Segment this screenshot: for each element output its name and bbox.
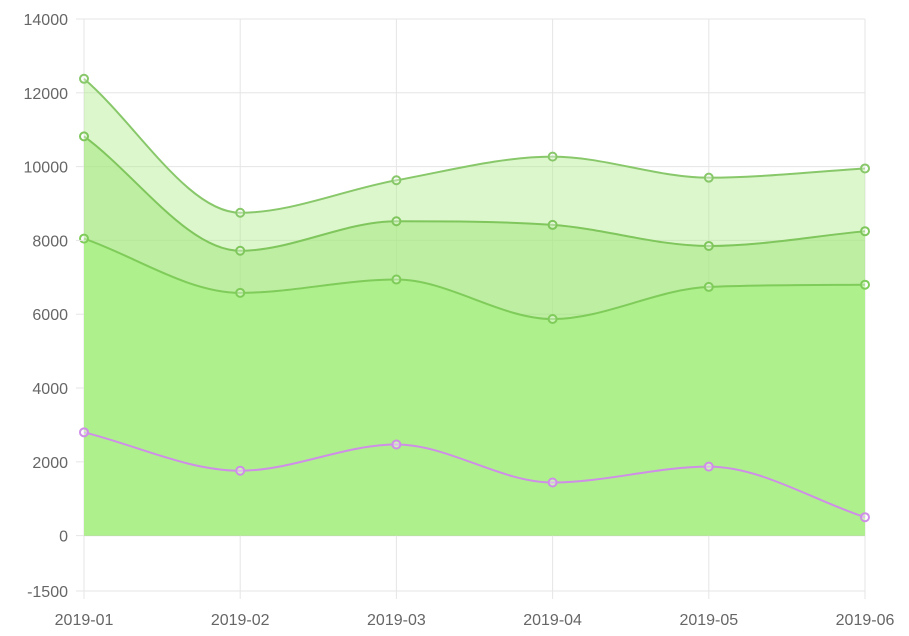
series-line-3	[83, 237, 866, 321]
x-tick-label: 2019-04	[523, 612, 582, 629]
y-tick-label: 14000	[24, 12, 69, 29]
y-tick-label: 2000	[32, 455, 68, 472]
data-point[interactable]	[860, 512, 870, 523]
data-point[interactable]	[391, 175, 402, 186]
data-point[interactable]	[235, 287, 246, 298]
x-tick-label: 2019-06	[836, 612, 895, 629]
data-point[interactable]	[547, 477, 558, 488]
data-point[interactable]	[860, 226, 870, 237]
data-point[interactable]	[547, 151, 558, 162]
data-point[interactable]	[547, 314, 558, 325]
x-tick-label: 2019-03	[367, 612, 426, 629]
y-tick-label: 0	[59, 529, 68, 546]
x-tick-label: 2019-05	[679, 612, 738, 629]
data-point[interactable]	[79, 131, 89, 142]
x-tick-label: 2019-02	[211, 612, 270, 629]
data-point[interactable]	[235, 207, 246, 218]
y-axis: -1500 0 2000 4000 6000 8000 10000 12000 14000	[24, 12, 84, 601]
data-point[interactable]	[391, 274, 402, 285]
data-point[interactable]	[860, 279, 870, 290]
data-point[interactable]	[79, 427, 89, 438]
data-point[interactable]	[79, 233, 89, 244]
data-point[interactable]	[79, 73, 89, 84]
y-tick-label: 10000	[24, 160, 69, 177]
data-point[interactable]	[235, 245, 246, 256]
data-point[interactable]	[235, 465, 246, 476]
data-point[interactable]	[703, 281, 714, 292]
y-tick-label: -1500	[27, 584, 68, 601]
x-tick-label: 2019-01	[55, 612, 114, 629]
y-tick-label: 6000	[32, 307, 68, 324]
data-point[interactable]	[391, 439, 402, 450]
series-line-2	[83, 135, 866, 252]
data-point[interactable]	[547, 219, 558, 230]
data-point[interactable]	[703, 172, 714, 183]
data-point[interactable]	[703, 240, 714, 251]
x-axis: 2019-01 2019-02 2019-03 2019-04 2019-05 2019-…	[55, 612, 895, 629]
series-line-1	[83, 78, 866, 214]
series-areas	[84, 78, 865, 536]
y-tick-label: 8000	[32, 233, 68, 250]
series-lines	[83, 78, 866, 519]
y-tick-label: 12000	[24, 86, 69, 103]
data-point[interactable]	[860, 163, 870, 174]
series-area-3	[84, 238, 865, 536]
y-tick-label: 4000	[32, 381, 68, 398]
data-point[interactable]	[391, 216, 402, 227]
series-line-4	[83, 431, 866, 519]
data-point[interactable]	[703, 461, 714, 472]
